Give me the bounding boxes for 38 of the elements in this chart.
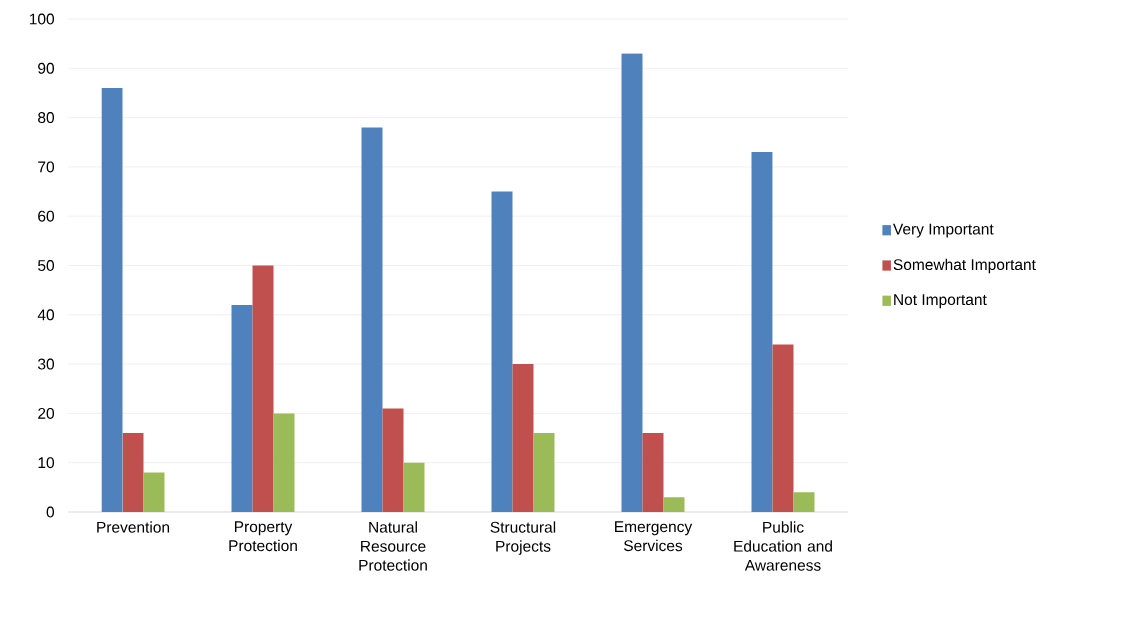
bar [793,492,815,512]
bar [772,344,794,512]
bar [403,462,425,512]
bar [621,53,643,512]
bar [231,304,253,512]
x-tick-label: Structural Projects [490,521,556,555]
bar [361,127,383,512]
x-tick-label: Natural Resource Protection [359,521,427,571]
y-tick-label: 60 [38,210,55,222]
bar [512,364,534,512]
bar [101,88,123,512]
x-tick-label: Public Education and Awareness [734,521,832,571]
bar [382,408,404,512]
y-tick-label: 10 [38,457,55,469]
x-tick-label: Emergency Services [615,521,693,552]
bar [273,413,295,512]
x-tick-label: Property Protection [229,521,297,552]
bar [751,152,773,512]
bar [252,265,274,512]
y-tick-label: 0 [46,506,55,518]
y-tick-label: 20 [38,407,55,419]
y-tick-label: 80 [38,112,55,124]
y-tick-label: 90 [38,62,55,74]
bar [642,433,664,512]
bar [533,433,555,512]
y-tick-label: 50 [38,260,55,271]
y-tick-label: 100 [29,13,55,25]
legend-label: Not Important [894,294,987,309]
legend-label: Very Important [893,223,994,238]
bar [143,472,165,512]
bar [122,433,144,512]
y-tick-label: 30 [37,358,55,370]
x-tick-label: Prevention [97,521,170,533]
bar [491,191,513,512]
y-tick-label: 70 [38,161,55,173]
y-tick-label: 40 [37,309,55,321]
bar [663,497,685,512]
legend-label: Somewhat Important [893,258,1036,274]
